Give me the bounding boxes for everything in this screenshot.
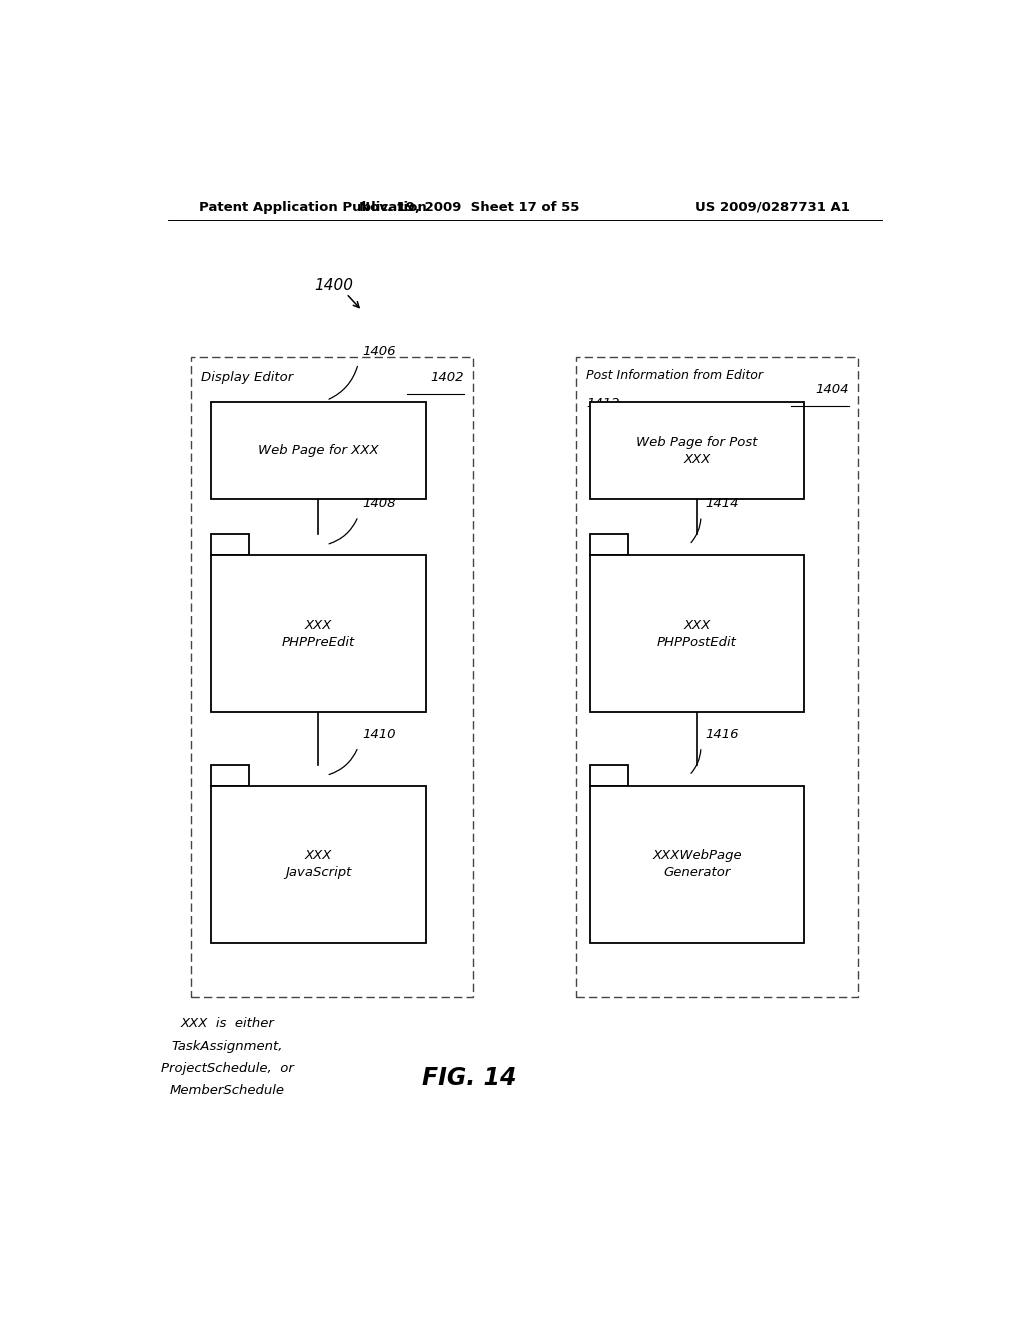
Text: ProjectSchedule,  or: ProjectSchedule, or xyxy=(161,1063,294,1074)
Text: 1400: 1400 xyxy=(314,279,353,293)
Bar xyxy=(211,766,250,785)
Bar xyxy=(211,535,250,554)
Bar xyxy=(577,356,858,997)
Text: FIG. 14: FIG. 14 xyxy=(422,1067,516,1090)
Bar xyxy=(191,356,473,997)
Bar xyxy=(590,535,628,554)
Text: Display Editor: Display Editor xyxy=(201,371,293,384)
Text: 1404: 1404 xyxy=(815,383,849,396)
Text: 1402: 1402 xyxy=(430,371,464,384)
Bar xyxy=(211,785,426,942)
Text: 1414: 1414 xyxy=(705,498,738,511)
Text: MemberSchedule: MemberSchedule xyxy=(170,1084,285,1097)
Bar xyxy=(590,554,804,713)
Text: 1406: 1406 xyxy=(362,345,395,358)
Text: XXX  is  either: XXX is either xyxy=(180,1018,274,1030)
Bar xyxy=(211,403,426,499)
Text: 1408: 1408 xyxy=(362,498,395,511)
Text: XXX
PHPPostEdit: XXX PHPPostEdit xyxy=(657,619,737,648)
Text: Nov. 19, 2009  Sheet 17 of 55: Nov. 19, 2009 Sheet 17 of 55 xyxy=(359,201,580,214)
Text: Post Information from Editor: Post Information from Editor xyxy=(586,368,763,381)
Bar xyxy=(590,785,804,942)
Bar xyxy=(211,554,426,713)
Text: 1412: 1412 xyxy=(586,397,620,411)
Text: Web Page for Post
XXX: Web Page for Post XXX xyxy=(636,436,758,466)
Text: XXX
PHPPreEdit: XXX PHPPreEdit xyxy=(282,619,355,648)
Text: US 2009/0287731 A1: US 2009/0287731 A1 xyxy=(695,201,850,214)
Text: 1410: 1410 xyxy=(362,729,395,742)
Text: TaskAssignment,: TaskAssignment, xyxy=(171,1040,283,1052)
Text: XXX
JavaScript: XXX JavaScript xyxy=(286,849,351,879)
Text: Web Page for XXX: Web Page for XXX xyxy=(258,444,379,457)
Text: XXXWebPage
Generator: XXXWebPage Generator xyxy=(652,849,741,879)
Bar xyxy=(590,403,804,499)
Text: 1416: 1416 xyxy=(705,729,738,742)
Bar xyxy=(590,766,628,785)
Text: Patent Application Publication: Patent Application Publication xyxy=(200,201,427,214)
